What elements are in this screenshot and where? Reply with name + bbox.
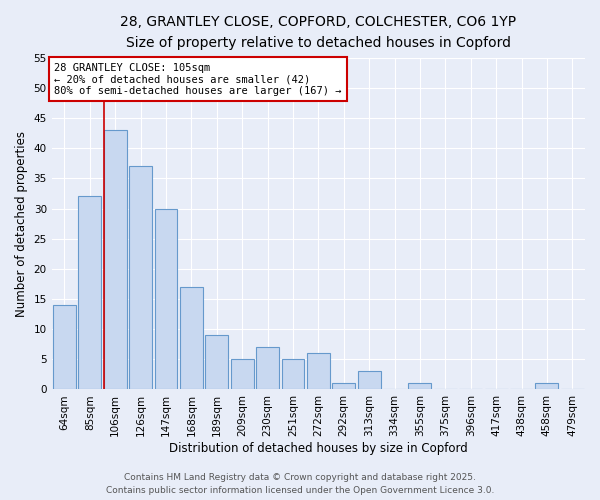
Bar xyxy=(307,354,330,390)
Bar xyxy=(535,384,559,390)
Bar xyxy=(205,335,228,390)
Bar xyxy=(281,360,304,390)
Bar xyxy=(129,166,152,390)
Text: Contains HM Land Registry data © Crown copyright and database right 2025.
Contai: Contains HM Land Registry data © Crown c… xyxy=(106,474,494,495)
Bar xyxy=(155,208,178,390)
Bar xyxy=(332,384,355,390)
Title: 28, GRANTLEY CLOSE, COPFORD, COLCHESTER, CO6 1YP
Size of property relative to de: 28, GRANTLEY CLOSE, COPFORD, COLCHESTER,… xyxy=(120,15,517,50)
Y-axis label: Number of detached properties: Number of detached properties xyxy=(15,130,28,316)
Bar xyxy=(180,287,203,390)
Text: 28 GRANTLEY CLOSE: 105sqm
← 20% of detached houses are smaller (42)
80% of semi-: 28 GRANTLEY CLOSE: 105sqm ← 20% of detac… xyxy=(55,62,342,96)
Bar xyxy=(53,305,76,390)
Bar xyxy=(231,360,254,390)
Bar xyxy=(79,196,101,390)
Bar xyxy=(409,384,431,390)
Bar xyxy=(104,130,127,390)
Bar xyxy=(256,347,279,390)
X-axis label: Distribution of detached houses by size in Copford: Distribution of detached houses by size … xyxy=(169,442,468,455)
Bar xyxy=(358,372,380,390)
